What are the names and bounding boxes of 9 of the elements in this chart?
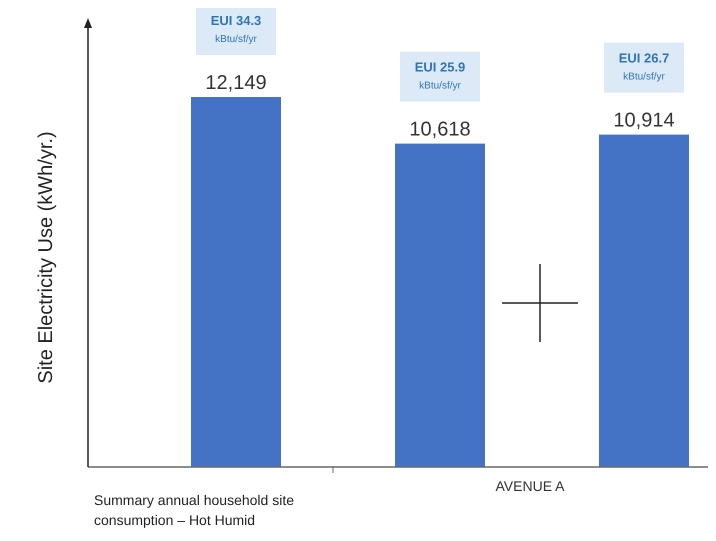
data-label: 10,618 bbox=[409, 118, 471, 141]
x-axis-title: AVENUE A bbox=[496, 478, 566, 494]
data-label: 10,914 bbox=[613, 110, 675, 132]
text: EUI 25.9 kBtu/sf/yr bbox=[414, 60, 466, 92]
text: Summary annual household site consumption – Hot Humid bbox=[94, 492, 294, 528]
data-label: 12,149 bbox=[205, 72, 267, 94]
text: EUI 26.7 kBtu/sf/yr bbox=[618, 50, 670, 83]
text: EUI 34.3 kBtu/sf/yr bbox=[210, 13, 262, 45]
y-axis-title: Site Electricity Use (kWh/yr.) bbox=[35, 131, 57, 384]
